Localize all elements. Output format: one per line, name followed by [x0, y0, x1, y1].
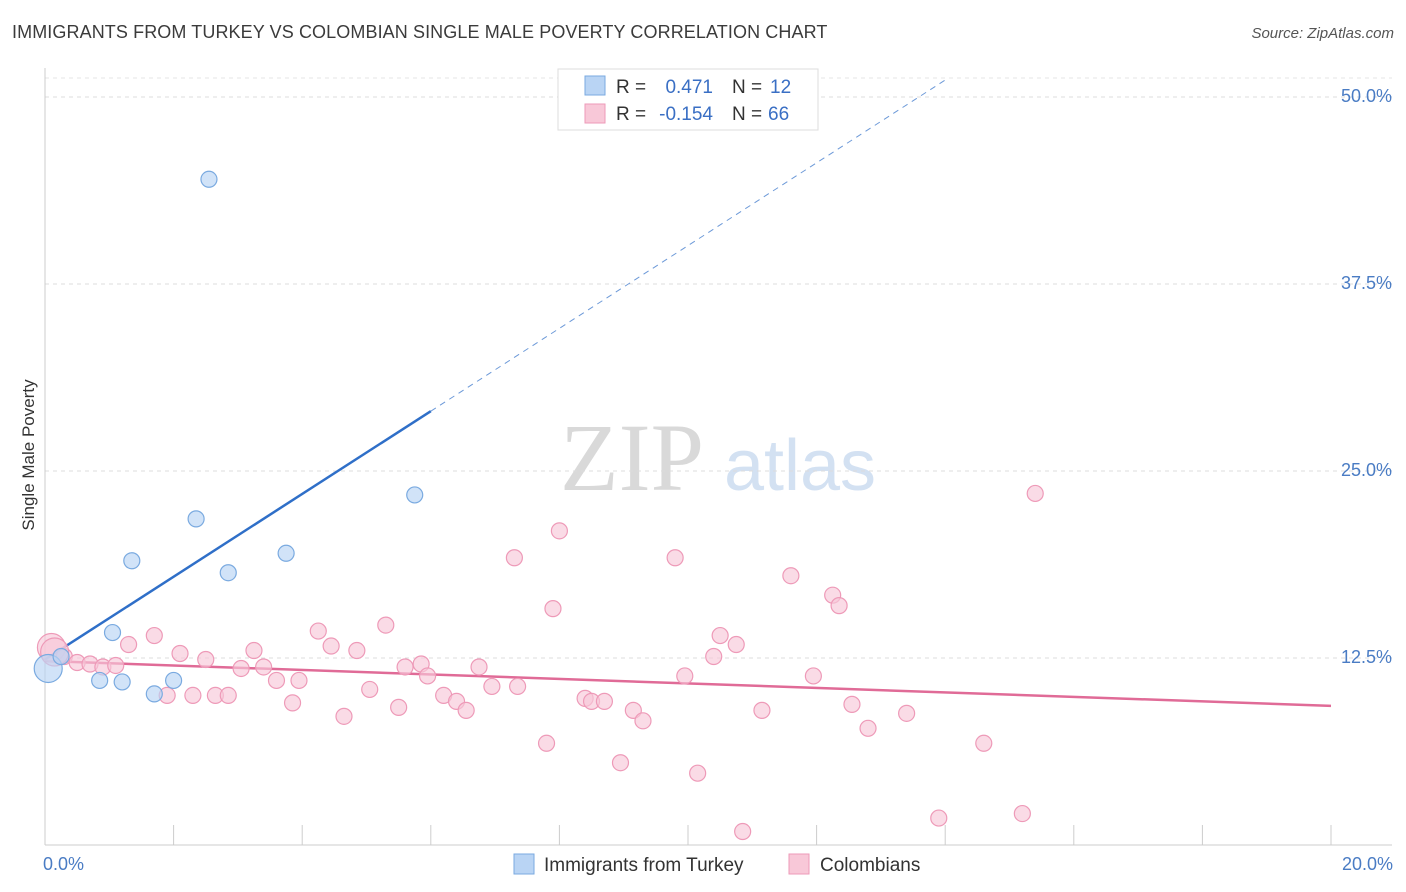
point-colombians — [804, 667, 822, 685]
point-colombians — [689, 764, 707, 782]
stats-swatch-colombians — [584, 103, 606, 124]
stats-swatch-turkey — [584, 75, 606, 96]
y-tick-label: 12.5% — [1341, 647, 1392, 667]
point-colombians — [267, 671, 286, 690]
source-credit: Source: ZipAtlas.com — [1251, 25, 1394, 42]
data-points — [33, 170, 1044, 841]
point-colombians — [245, 641, 263, 660]
watermark-zip: ZIP — [560, 404, 704, 511]
point-colombians — [107, 656, 125, 675]
point-turkey — [145, 685, 163, 703]
point-colombians — [322, 637, 340, 655]
point-turkey — [406, 486, 424, 504]
point-turkey — [277, 544, 295, 562]
stats-legend: R = 0.471 N = 12 R = -0.154 N = 66 — [557, 68, 819, 131]
point-colombians — [390, 698, 408, 716]
point-colombians — [361, 680, 379, 699]
point-colombians — [418, 667, 437, 685]
point-colombians — [830, 597, 848, 615]
stats-r-value-colombians: -0.154 — [659, 104, 713, 125]
point-colombians — [348, 641, 366, 660]
point-colombians — [197, 650, 215, 669]
watermark-atlas: atlas — [724, 426, 876, 506]
point-colombians — [171, 644, 189, 663]
legend-swatch-turkey — [513, 853, 535, 875]
point-colombians — [335, 707, 353, 725]
point-turkey — [123, 552, 141, 570]
y-axis-label: Single Male Poverty — [19, 379, 38, 531]
stats-n-value-colombians: 66 — [768, 104, 789, 125]
point-turkey — [165, 671, 183, 690]
point-colombians — [184, 686, 202, 705]
point-colombians — [753, 701, 771, 719]
point-turkey — [219, 564, 237, 582]
point-turkey — [52, 647, 70, 666]
x-tick-labels: 0.0% 20.0% — [43, 854, 1393, 874]
series-legend: Immigrants from Turkey Colombians — [513, 853, 920, 876]
point-colombians — [843, 695, 861, 713]
point-colombians — [232, 659, 250, 678]
trend-lines — [44, 77, 1332, 708]
point-colombians — [859, 719, 877, 737]
point-colombians — [705, 647, 723, 666]
point-turkey — [187, 510, 205, 528]
point-turkey — [91, 671, 109, 690]
point-turkey — [200, 170, 218, 188]
y-tick-label: 25.0% — [1341, 460, 1392, 480]
point-colombians — [509, 677, 527, 696]
point-turkey — [113, 673, 131, 691]
point-turkey — [103, 623, 122, 642]
point-colombians — [505, 549, 523, 567]
point-colombians — [219, 686, 237, 705]
stats-r-label-turkey: R = — [616, 77, 646, 98]
point-colombians — [377, 616, 395, 634]
point-colombians — [595, 692, 614, 710]
point-colombians — [396, 658, 414, 676]
point-colombians — [898, 704, 916, 722]
legend-swatch-colombians — [788, 853, 810, 875]
point-colombians — [119, 635, 138, 654]
point-colombians — [309, 622, 327, 640]
point-colombians — [145, 626, 163, 645]
point-colombians — [550, 522, 569, 540]
y-tick-label: 50.0% — [1341, 86, 1392, 106]
point-colombians — [666, 549, 684, 567]
trend-line-0 — [44, 410, 432, 661]
stats-r-label-colombians: R = — [616, 104, 646, 125]
point-colombians — [676, 667, 694, 685]
point-colombians — [290, 671, 308, 690]
point-colombians — [255, 658, 273, 676]
point-colombians — [930, 809, 948, 827]
point-colombians — [634, 712, 652, 730]
point-colombians — [975, 734, 993, 752]
point-colombians — [734, 822, 752, 841]
point-colombians — [1013, 804, 1031, 823]
point-colombians — [1026, 484, 1044, 503]
y-tick-label: 37.5% — [1341, 273, 1392, 293]
point-colombians — [782, 567, 800, 585]
axes — [44, 68, 1392, 846]
point-colombians — [537, 734, 556, 752]
point-colombians — [544, 600, 562, 618]
stats-n-label-turkey: N = — [732, 77, 762, 98]
point-colombians — [457, 701, 475, 719]
x-tick-label: 20.0% — [1342, 854, 1393, 874]
x-tick-label: 0.0% — [43, 854, 84, 874]
stats-n-value-turkey: 12 — [770, 77, 791, 98]
point-colombians — [470, 658, 488, 676]
legend-label-turkey: Immigrants from Turkey — [544, 855, 744, 876]
point-colombians — [283, 694, 302, 712]
stats-r-value-turkey: 0.471 — [665, 77, 713, 98]
point-colombians — [727, 635, 745, 654]
trend-extension-0 — [430, 77, 949, 412]
gridlines — [45, 77, 1392, 659]
chart-title: IMMIGRANTS FROM TURKEY VS COLOMBIAN SING… — [12, 22, 828, 42]
stats-n-label-colombians: N = — [732, 104, 762, 125]
point-colombians — [611, 754, 630, 772]
point-colombians — [483, 677, 501, 696]
legend-label-colombians: Colombians — [820, 855, 920, 876]
y-tick-labels: 12.5% 25.0% 37.5% 50.0% — [1341, 86, 1392, 667]
point-colombians — [711, 626, 729, 645]
